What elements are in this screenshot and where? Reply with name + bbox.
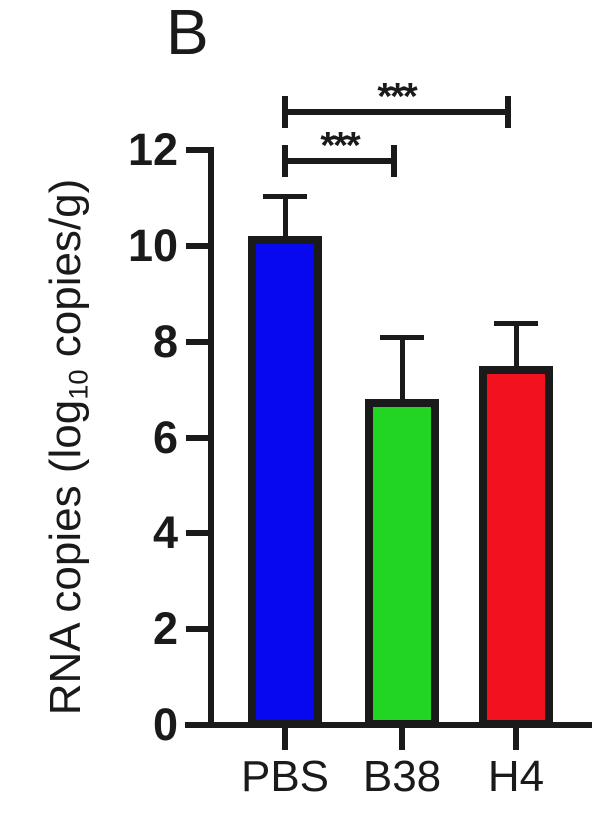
x-category-label-h4: H4 <box>487 752 545 801</box>
error-bar-pbs <box>283 195 288 247</box>
significance-bracket-cap-right <box>505 96 511 128</box>
x-tick-pbs <box>282 728 288 750</box>
bar-pbs <box>248 236 322 728</box>
y-axis-line <box>208 147 214 728</box>
significance-bracket-cap-left <box>282 145 288 177</box>
y-tick <box>186 434 211 441</box>
y-axis-title-subscript: 10 <box>62 369 94 400</box>
y-tick <box>186 722 211 728</box>
significance-bracket-line <box>285 109 508 115</box>
y-tick <box>186 530 211 537</box>
y-tick <box>186 147 211 154</box>
y-tick <box>186 338 211 345</box>
panel-label: B <box>166 0 209 68</box>
error-bar-cap-b38 <box>380 335 424 340</box>
x-category-label-b38: B38 <box>362 752 442 801</box>
significance-bracket-cap-right <box>391 145 397 177</box>
y-tick-label: 0 <box>152 699 178 750</box>
error-bar-h4 <box>514 322 519 376</box>
error-bar-cap-pbs <box>263 193 307 199</box>
y-tick <box>186 626 211 633</box>
x-category-label-pbs: PBS <box>240 752 330 801</box>
y-tick-label: 2 <box>152 603 178 655</box>
significance-bracket-cap-left <box>282 96 288 128</box>
significance-label: *** <box>377 76 417 118</box>
y-tick-label: 10 <box>127 220 178 271</box>
error-bar-cap-h4 <box>494 320 538 326</box>
x-tick-b38 <box>399 728 405 750</box>
y-tick <box>186 243 211 249</box>
bar-b38 <box>365 399 439 728</box>
y-tick-label: 6 <box>152 411 178 463</box>
error-bar-b38 <box>400 337 405 410</box>
significance-bracket-line <box>285 158 394 164</box>
x-tick-h4 <box>513 728 519 750</box>
y-tick-label: 4 <box>152 507 178 559</box>
y-tick-label: 12 <box>127 124 178 176</box>
y-tick-label: 8 <box>152 315 178 367</box>
bar-h4 <box>479 365 553 728</box>
significance-label: *** <box>320 125 360 167</box>
